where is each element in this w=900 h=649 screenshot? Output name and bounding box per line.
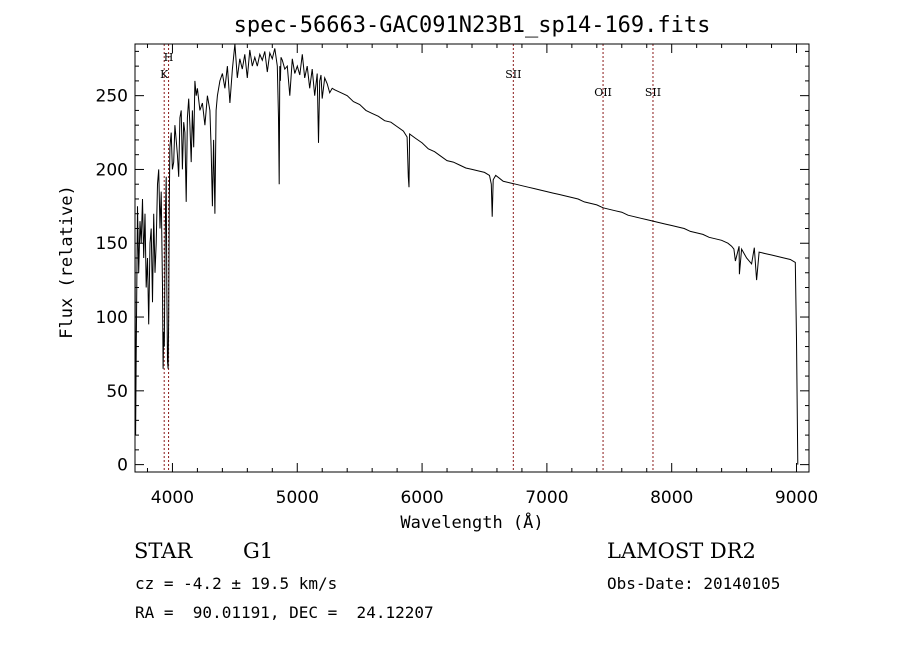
y-axis-label: Flux (relative) bbox=[57, 185, 77, 339]
y-tick-label: 100 bbox=[96, 308, 128, 328]
y-axis-ticks: 0 50 100 150 200 250 bbox=[96, 50, 809, 476]
object-type: STAR bbox=[134, 539, 193, 563]
x-tick-label: 6000 bbox=[400, 488, 443, 508]
line-markers: KH SII OII SII bbox=[160, 44, 661, 472]
y-tick-label: 50 bbox=[106, 382, 128, 402]
line-marker-label: SII bbox=[505, 68, 521, 81]
survey-name: LAMOST DR2 bbox=[607, 539, 756, 563]
object-subclass: G1 bbox=[243, 539, 274, 563]
x-axis-label: Wavelength (Å) bbox=[400, 511, 543, 533]
x-tick-label: 7000 bbox=[525, 488, 568, 508]
line-marker-label: H bbox=[164, 51, 174, 64]
line-marker-label: OII bbox=[594, 86, 612, 99]
x-tick-label: 4000 bbox=[151, 488, 194, 508]
spectrum-line bbox=[134, 43, 799, 465]
line-marker-label: SII bbox=[645, 86, 661, 99]
plot-frame bbox=[134, 43, 810, 473]
x-tick-label: 9000 bbox=[775, 488, 818, 508]
y-tick-label: 250 bbox=[96, 87, 128, 107]
line-marker-label: K bbox=[160, 68, 169, 81]
x-axis-ticks: 4000 5000 6000 7000 8000 9000 bbox=[146, 44, 818, 508]
y-tick-label: 150 bbox=[96, 234, 128, 254]
y-tick-label: 0 bbox=[117, 456, 128, 476]
coordinates: RA = 90.01191, DEC = 24.12207 bbox=[135, 603, 434, 622]
x-tick-label: 8000 bbox=[650, 488, 693, 508]
redshift-cz: cz = -4.2 ± 19.5 km/s bbox=[135, 574, 338, 593]
observation-date: Obs-Date: 20140105 bbox=[607, 574, 781, 593]
chart-title: spec-56663-GAC091N23B1_sp14-169.fits bbox=[234, 13, 711, 38]
x-tick-label: 5000 bbox=[276, 488, 319, 508]
y-tick-label: 200 bbox=[96, 160, 128, 180]
